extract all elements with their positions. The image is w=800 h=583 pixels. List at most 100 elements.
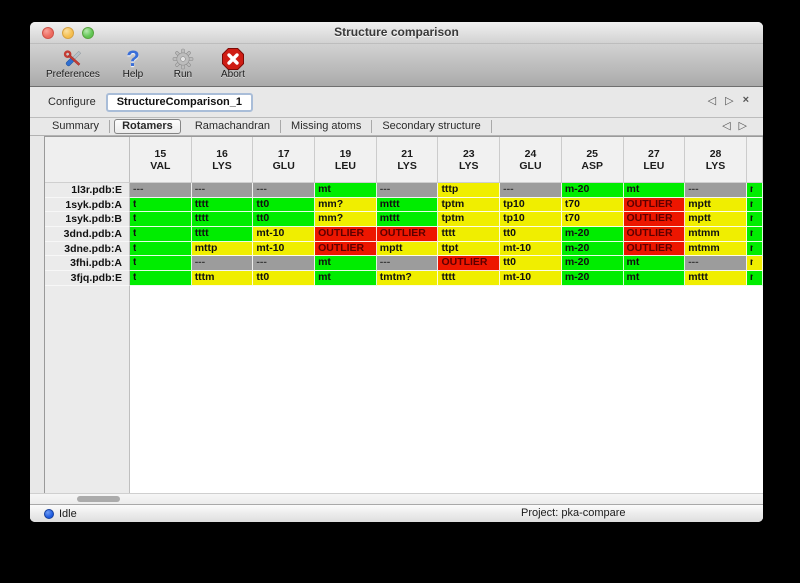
rotamer-cell[interactable]: OUTLIER	[623, 212, 686, 228]
rotamer-cell[interactable]: ---	[685, 256, 747, 272]
row-label[interactable]: 3fjq.pdb:E	[45, 271, 130, 286]
row-label[interactable]: 1l3r.pdb:E	[45, 183, 130, 198]
tab-ramachandran[interactable]: Ramachandran	[185, 120, 282, 133]
tab-rotamers[interactable]: Rotamers	[114, 119, 181, 134]
rotamer-cell[interactable]: tt0	[253, 271, 316, 286]
rotamer-cell[interactable]: mtmm	[685, 227, 747, 242]
rotamer-cell-overflow[interactable]: m	[746, 197, 763, 213]
rotamer-cell[interactable]: t	[130, 241, 192, 257]
rotamer-cell[interactable]: ---	[376, 183, 439, 198]
scrollbar-thumb[interactable]	[77, 496, 120, 502]
rotamer-cell-overflow[interactable]: m	[746, 183, 763, 198]
rotamer-cell[interactable]: mt	[623, 271, 686, 286]
rotamer-cell[interactable]: mm?	[315, 197, 377, 213]
rotamer-cell[interactable]: t	[130, 227, 192, 242]
rotamer-cell[interactable]: t	[130, 212, 192, 228]
tab-secondary-structure[interactable]: Secondary structure	[372, 120, 492, 133]
rotamer-cell[interactable]: ---	[685, 183, 747, 198]
rotamer-cell-overflow[interactable]: m	[746, 212, 763, 228]
rotamer-cell[interactable]: tttt	[191, 212, 254, 228]
next-config-icon[interactable]: ▷	[725, 95, 734, 107]
rotamer-cell[interactable]: ---	[253, 183, 316, 198]
rotamer-cell[interactable]: tttt	[191, 197, 254, 213]
rotamer-cell[interactable]: OUTLIER	[315, 241, 377, 257]
rotamer-cell[interactable]: mt	[315, 256, 377, 272]
rotamer-cell-overflow[interactable]: m	[746, 241, 763, 257]
next-tab-icon[interactable]: ▷	[738, 120, 747, 132]
rotamer-cell[interactable]: ttpt	[438, 241, 501, 257]
rotamer-cell[interactable]: ---	[376, 256, 439, 272]
abort-button[interactable]: Abort	[216, 46, 250, 80]
rotamer-cell[interactable]: tmtm?	[376, 271, 439, 286]
rotamer-cell-overflow[interactable]: m	[746, 227, 763, 242]
rotamer-cell[interactable]: tt0	[500, 256, 562, 272]
rotamer-cell[interactable]: m-20	[561, 227, 624, 242]
rotamer-cell-overflow[interactable]: m	[746, 256, 763, 272]
rotamer-cell[interactable]: tt0	[253, 197, 316, 213]
minimize-window-icon[interactable]	[62, 27, 74, 39]
rotamer-cell[interactable]: tp10	[500, 197, 562, 213]
tab-summary[interactable]: Summary	[42, 120, 111, 133]
rotamer-cell[interactable]: tp10	[500, 212, 562, 228]
rotamer-cell[interactable]: mt	[623, 256, 686, 272]
rotamer-cell[interactable]: t	[130, 256, 192, 272]
close-window-icon[interactable]	[42, 27, 54, 39]
row-label[interactable]: 1syk.pdb:A	[45, 197, 130, 213]
rotamer-cell[interactable]: ---	[253, 256, 316, 272]
help-button[interactable]: ? Help	[116, 46, 150, 80]
rotamer-cell[interactable]: mt-10	[500, 241, 562, 257]
configure-name-field[interactable]: StructureComparison_1	[105, 92, 254, 112]
rotamer-cell[interactable]: m-20	[561, 256, 624, 272]
rotamer-cell[interactable]: t70	[561, 212, 624, 228]
prev-config-icon[interactable]: ◁	[707, 95, 717, 107]
rotamer-cell[interactable]: mptt	[685, 212, 747, 228]
horizontal-scrollbar[interactable]	[30, 493, 763, 504]
preferences-button[interactable]: Preferences	[46, 46, 100, 80]
rotamer-cell[interactable]: OUTLIER	[623, 197, 686, 213]
rotamer-cell[interactable]: mttt	[685, 271, 747, 286]
rotamer-cell[interactable]: mttt	[376, 212, 439, 228]
rotamer-cell[interactable]: mttp	[191, 241, 254, 257]
rotamer-cell[interactable]: tttt	[191, 227, 254, 242]
row-label[interactable]: 3dne.pdb:A	[45, 241, 130, 257]
rotamer-cell[interactable]: mt-10	[253, 227, 316, 242]
rotamer-cell[interactable]: tptm	[438, 197, 501, 213]
row-label[interactable]: 3dnd.pdb:A	[45, 227, 130, 242]
close-config-icon[interactable]: ×	[742, 94, 749, 106]
rotamer-cell[interactable]: OUTLIER	[623, 227, 686, 242]
rotamer-cell[interactable]: tttm	[191, 271, 254, 286]
rotamer-cell[interactable]: mttt	[376, 197, 439, 213]
rotamer-cell[interactable]: ---	[191, 183, 254, 198]
rotamer-cell[interactable]: mptt	[685, 197, 747, 213]
row-label[interactable]: 1syk.pdb:B	[45, 212, 130, 228]
rotamer-cell[interactable]: mm?	[315, 212, 377, 228]
run-button[interactable]: Run	[166, 46, 200, 80]
rotamer-cell[interactable]: tttp	[438, 183, 501, 198]
rotamer-cell[interactable]: mt-10	[500, 271, 562, 286]
rotamer-cell[interactable]: ---	[191, 256, 254, 272]
rotamer-cell[interactable]: OUTLIER	[438, 256, 501, 272]
rotamer-cell[interactable]: mt	[315, 183, 377, 198]
rotamer-cell[interactable]: t	[130, 271, 192, 286]
rotamer-cell[interactable]: m-20	[561, 183, 624, 198]
rotamer-cell[interactable]: tt0	[500, 227, 562, 242]
rotamer-cell[interactable]: mptt	[376, 241, 439, 257]
rotamer-cell[interactable]: mt-10	[253, 241, 316, 257]
rotamer-cell-overflow[interactable]: m	[746, 271, 763, 286]
row-label[interactable]: 3fhi.pdb:A	[45, 256, 130, 272]
rotamer-cell[interactable]: mt	[315, 271, 377, 286]
rotamer-cell[interactable]: t70	[561, 197, 624, 213]
rotamer-cell[interactable]: OUTLIER	[315, 227, 377, 242]
rotamer-cell[interactable]: mt	[623, 183, 686, 198]
rotamer-cell[interactable]: mtmm	[685, 241, 747, 257]
rotamer-cell[interactable]: OUTLIER	[376, 227, 439, 242]
rotamer-cell[interactable]: tt0	[253, 212, 316, 228]
rotamer-cell[interactable]: OUTLIER	[623, 241, 686, 257]
rotamer-cell[interactable]: tttt	[438, 271, 501, 286]
rotamer-cell[interactable]: m-20	[561, 271, 624, 286]
zoom-window-icon[interactable]	[82, 27, 94, 39]
rotamer-cell[interactable]: ---	[500, 183, 562, 198]
rotamer-cell[interactable]: tttt	[438, 227, 501, 242]
rotamer-cell[interactable]: ---	[130, 183, 192, 198]
rotamer-cell[interactable]: m-20	[561, 241, 624, 257]
